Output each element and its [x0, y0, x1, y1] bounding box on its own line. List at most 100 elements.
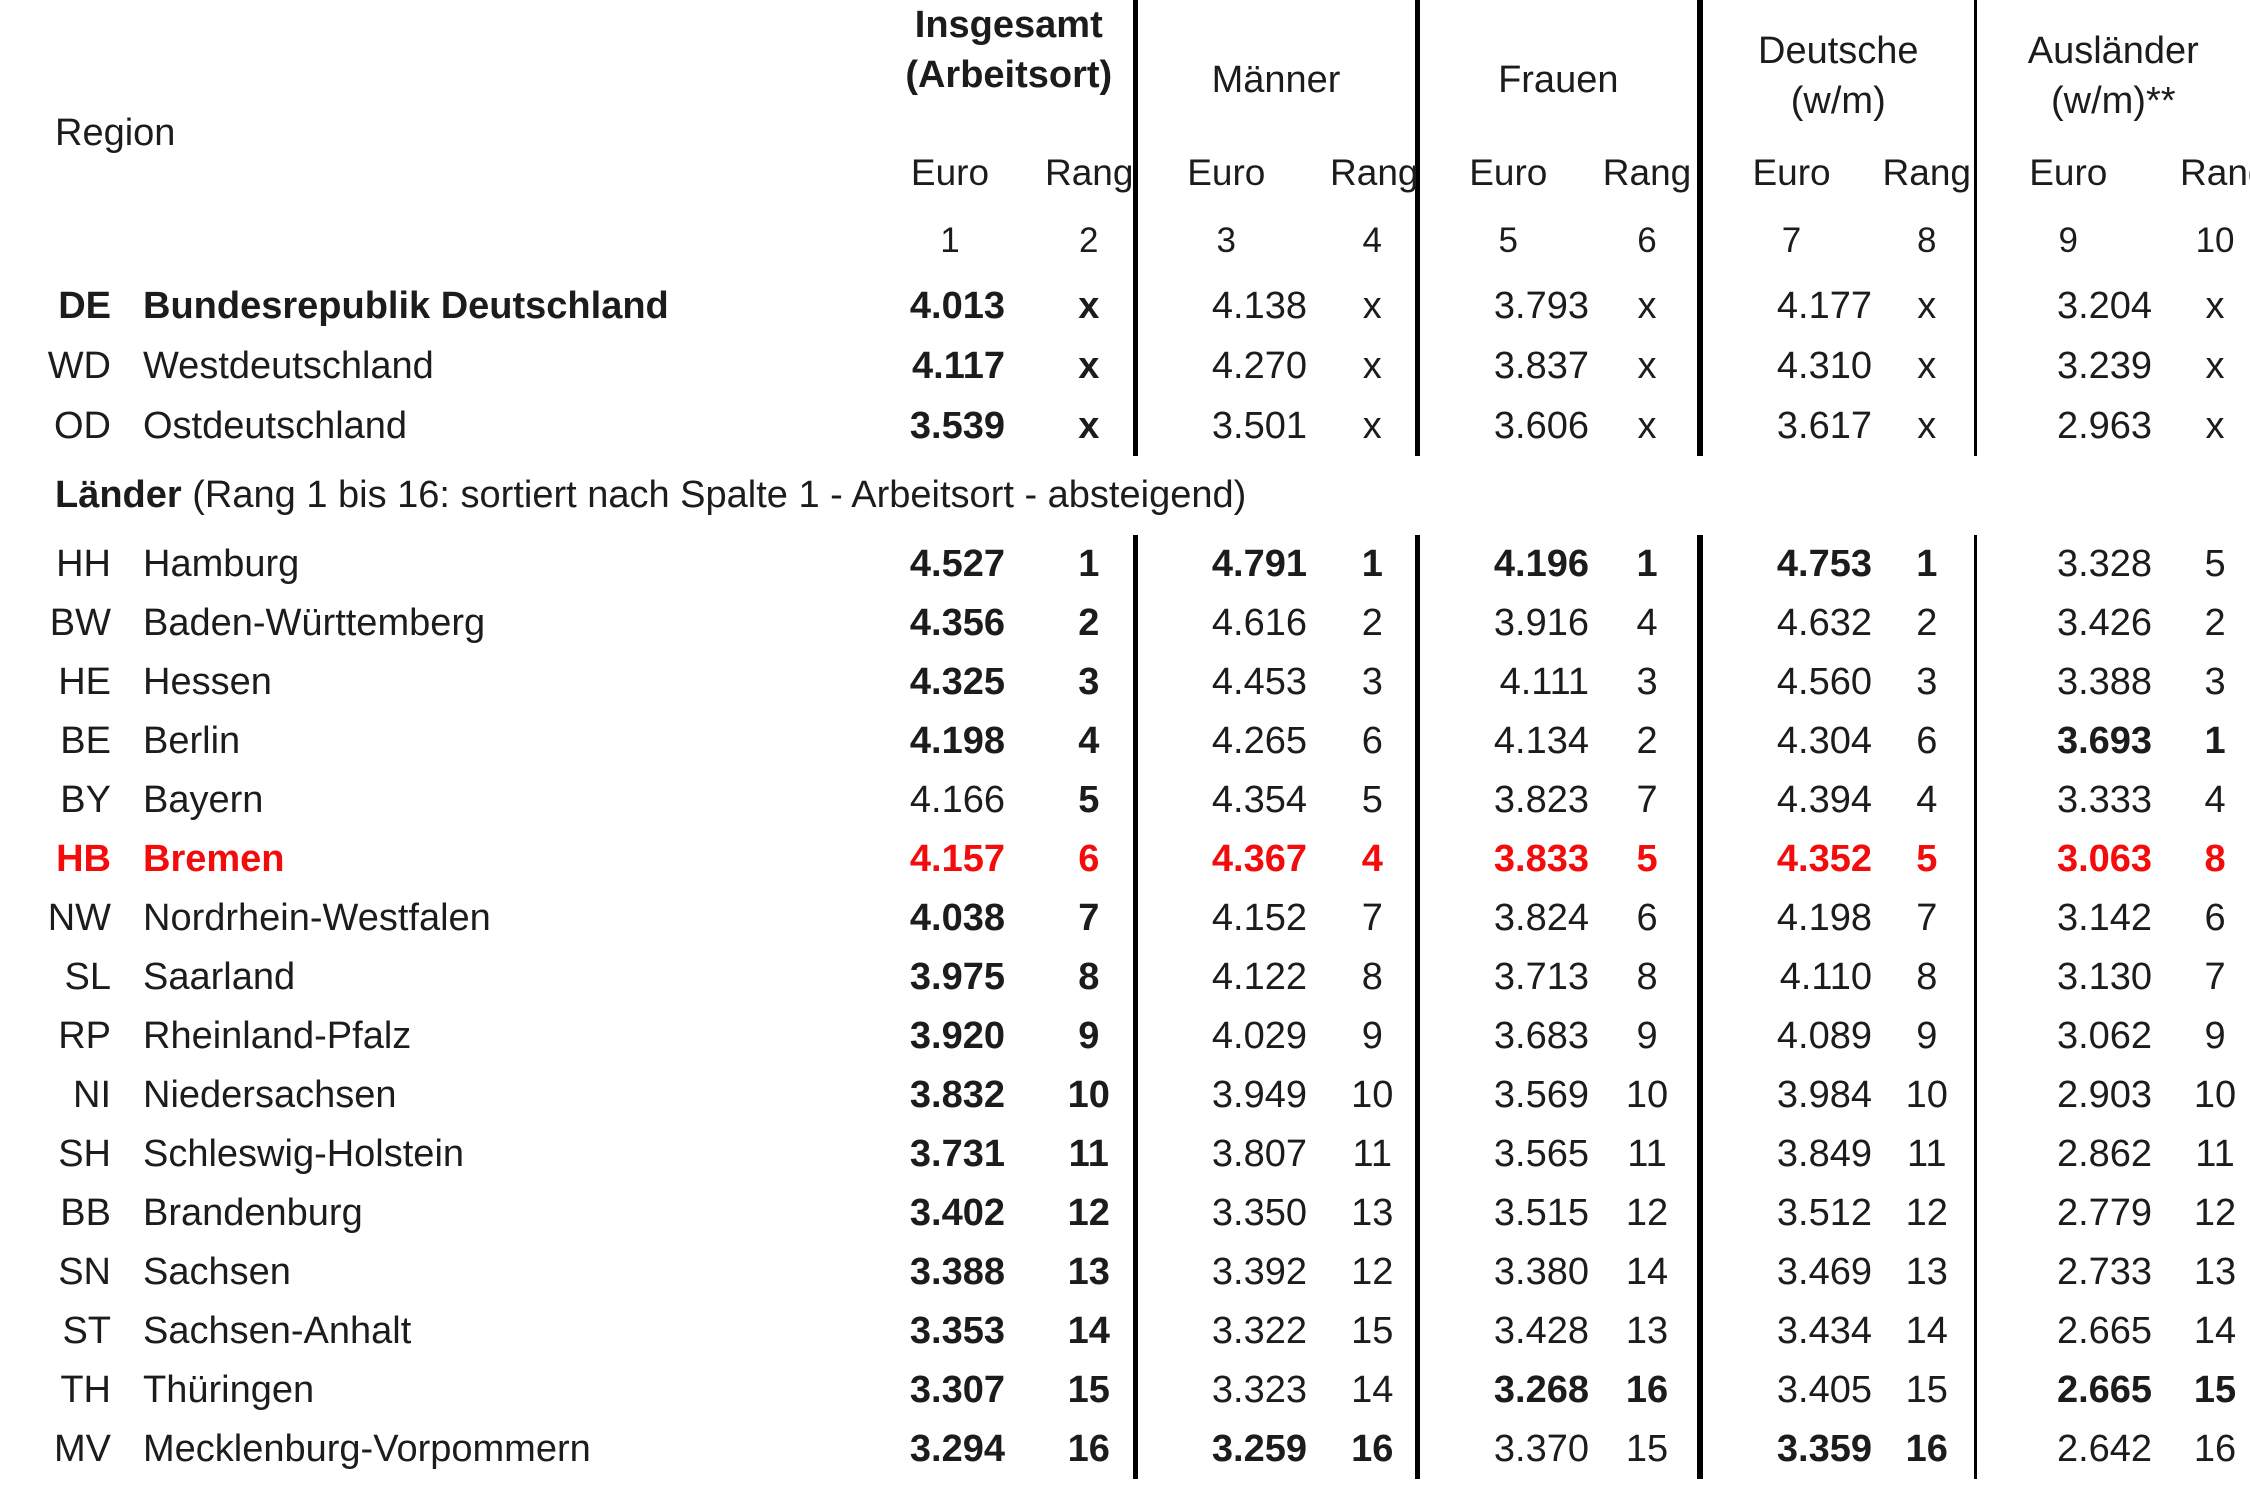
- deutsche-euro-cell: 4.089: [1776, 1015, 1873, 1057]
- euro-header: Euro: [1752, 151, 1831, 193]
- insgesamt-euro-cell: 3.307: [909, 1369, 1005, 1411]
- maenner-euro-cell: 4.138: [1211, 284, 1308, 327]
- frauen-euro-cell: 4.196: [1493, 543, 1590, 585]
- table-row-rp: RP Rheinland-Pfalz 3.920 9 4.029 9 3.683 9 4.089…: [0, 1007, 2250, 1066]
- insgesamt-euro-cell: 3.539: [909, 404, 1005, 447]
- region-name: Bundesrepublik Deutschland: [143, 284, 669, 327]
- auslaender-rang-cell: 7: [2204, 956, 2226, 998]
- frauen-rang-cell: x: [1597, 276, 1704, 336]
- auslaender-euro-cell: 3.333: [2056, 779, 2153, 821]
- table-row-od: OD Ostdeutschland 3.539 x 3.501 x 3.606 x 3.617 x…: [0, 396, 2250, 456]
- laender-section-row: Länder (Rang 1 bis 16: sortiert nach Spa…: [0, 456, 2250, 535]
- header-spacer: [0, 205, 885, 276]
- frauen-euro-cell: 3.683: [1493, 1015, 1590, 1057]
- region-code: HE: [58, 661, 111, 703]
- deutsche-rang-cell: 4: [1880, 771, 1977, 830]
- auslaender-rang-cell: 15: [2193, 1369, 2237, 1411]
- insgesamt-euro-cell: 3.388: [909, 1251, 1005, 1293]
- region-code: RP: [58, 1015, 111, 1057]
- frauen-rang-cell: 6: [1597, 889, 1704, 948]
- column-group-header-deutsche: Deutsche (w/m): [1700, 0, 1977, 140]
- region-code: ST: [62, 1310, 111, 1352]
- table-row-nw: NW Nordrhein-Westfalen 4.038 7 4.152 7 3.824 6 4…: [0, 889, 2250, 948]
- rang-header: Rang: [1015, 140, 1138, 205]
- auslaender-euro-cell: 3.388: [2056, 661, 2153, 703]
- table-row-mv: MV Mecklenburg-Vorpommern 3.294 16 3.259 16 3.…: [0, 1420, 2250, 1479]
- maenner-rang-cell: 7: [1315, 889, 1420, 948]
- section-subtitle: (Rang 1 bis 16: sortiert nach Spalte 1 -…: [181, 474, 1247, 516]
- deutsche-euro-cell: 3.469: [1776, 1251, 1873, 1293]
- region-name: Nordrhein-Westfalen: [143, 897, 491, 939]
- maenner-euro-cell: 4.367: [1211, 838, 1308, 880]
- table-row-bw: BW Baden-Württemberg 4.356 2 4.616 2 3.916 4 4.6…: [0, 594, 2250, 653]
- table-row-sh: SH Schleswig-Holstein 3.731 11 3.807 11 3.565 1…: [0, 1125, 2250, 1184]
- frauen-rang-cell: 14: [1597, 1243, 1704, 1302]
- rang-header: Rang: [1597, 140, 1704, 205]
- auslaender-rang-cell: 2: [2204, 602, 2226, 644]
- deutsche-rang-cell: 12: [1880, 1184, 1977, 1243]
- frauen-euro-cell: 3.713: [1493, 956, 1590, 998]
- maenner-rang-cell: 5: [1315, 771, 1420, 830]
- insgesamt-rang-cell: 5: [1015, 771, 1138, 830]
- maenner-euro-cell: 4.453: [1211, 661, 1308, 703]
- deutsche-euro-cell: 4.177: [1776, 284, 1873, 327]
- insgesamt-rang-cell: 8: [1015, 948, 1138, 1007]
- insgesamt-euro-cell: 3.402: [909, 1192, 1005, 1234]
- auslaender-euro-cell: 2.963: [2056, 404, 2153, 447]
- table-row-by: BY Bayern 4.166 5 4.354 5 3.823 7 4.394 4 3.333 4: [0, 771, 2250, 830]
- frauen-euro-cell: 3.823: [1493, 779, 1590, 821]
- insgesamt-euro-cell: 4.198: [909, 720, 1005, 762]
- maenner-euro-cell: 4.265: [1211, 720, 1308, 762]
- insgesamt-rang-cell: 14: [1015, 1302, 1138, 1361]
- auslaender-euro-cell: 3.426: [2056, 602, 2153, 644]
- maenner-euro-cell: 3.259: [1211, 1428, 1308, 1470]
- region-code: WD: [47, 344, 111, 387]
- maenner-euro-cell: 4.616: [1211, 602, 1308, 644]
- deutsche-euro-cell: 4.753: [1776, 543, 1873, 585]
- group-header-row: Insgesamt (Arbeitsort) Männer Frauen Deu…: [0, 0, 2250, 140]
- deutsche-rang-cell: 10: [1880, 1066, 1977, 1125]
- maenner-euro-cell: 3.501: [1211, 404, 1308, 447]
- deutsche-rang-cell: x: [1880, 396, 1977, 456]
- frauen-euro-cell: 4.134: [1493, 720, 1590, 762]
- maenner-rang-cell: 16: [1315, 1420, 1420, 1479]
- maenner-rang-cell: 12: [1315, 1243, 1420, 1302]
- column-number: 5: [1498, 220, 1518, 260]
- table-row-st: ST Sachsen-Anhalt 3.353 14 3.322 15 3.428 13 3.4…: [0, 1302, 2250, 1361]
- auslaender-rang-cell: 8: [2204, 838, 2226, 880]
- insgesamt-euro-cell: 3.294: [909, 1428, 1005, 1470]
- frauen-euro-cell: 3.569: [1493, 1074, 1590, 1116]
- deutsche-rang-cell: 14: [1880, 1302, 1977, 1361]
- frauen-rang-cell: 16: [1597, 1361, 1704, 1420]
- table-row-sn: SN Sachsen 3.388 13 3.392 12 3.380 14 3.469 13 2.7…: [0, 1243, 2250, 1302]
- euro-header: Euro: [1187, 151, 1266, 193]
- maenner-rang-cell: 4: [1315, 830, 1420, 889]
- auslaender-rang-cell: 16: [2193, 1428, 2237, 1470]
- auslaender-rang-cell: 13: [2193, 1251, 2237, 1293]
- insgesamt-rang-cell: 1: [1015, 535, 1138, 594]
- auslaender-rang-cell: 5: [2204, 543, 2226, 585]
- insgesamt-rang-cell: x: [1015, 276, 1138, 336]
- frauen-rang-cell: 7: [1597, 771, 1704, 830]
- region-code: NI: [73, 1074, 111, 1116]
- auslaender-euro-cell: 2.665: [2056, 1310, 2153, 1352]
- region-code: NW: [47, 897, 111, 939]
- auslaender-rang-cell: x: [2205, 344, 2225, 387]
- auslaender-euro-cell: 3.130: [2056, 956, 2153, 998]
- region-code: DE: [58, 284, 111, 327]
- region-code: OD: [54, 404, 111, 447]
- deutsche-rang-cell: x: [1880, 276, 1977, 336]
- rang-header: Rang: [1315, 140, 1420, 205]
- maenner-euro-cell: 3.322: [1211, 1310, 1308, 1352]
- insgesamt-rang-cell: 13: [1015, 1243, 1138, 1302]
- maenner-euro-cell: 3.949: [1211, 1074, 1308, 1116]
- insgesamt-euro-cell: 4.527: [909, 543, 1005, 585]
- region-name: Sachsen: [143, 1251, 291, 1293]
- deutsche-euro-cell: 3.359: [1776, 1428, 1873, 1470]
- region-code: BB: [60, 1192, 111, 1234]
- auslaender-rang-cell: 11: [2195, 1133, 2235, 1175]
- deutsche-euro-cell: 4.352: [1776, 838, 1873, 880]
- column-number: 4: [1315, 205, 1420, 276]
- auslaender-rang-cell: x: [2205, 284, 2225, 327]
